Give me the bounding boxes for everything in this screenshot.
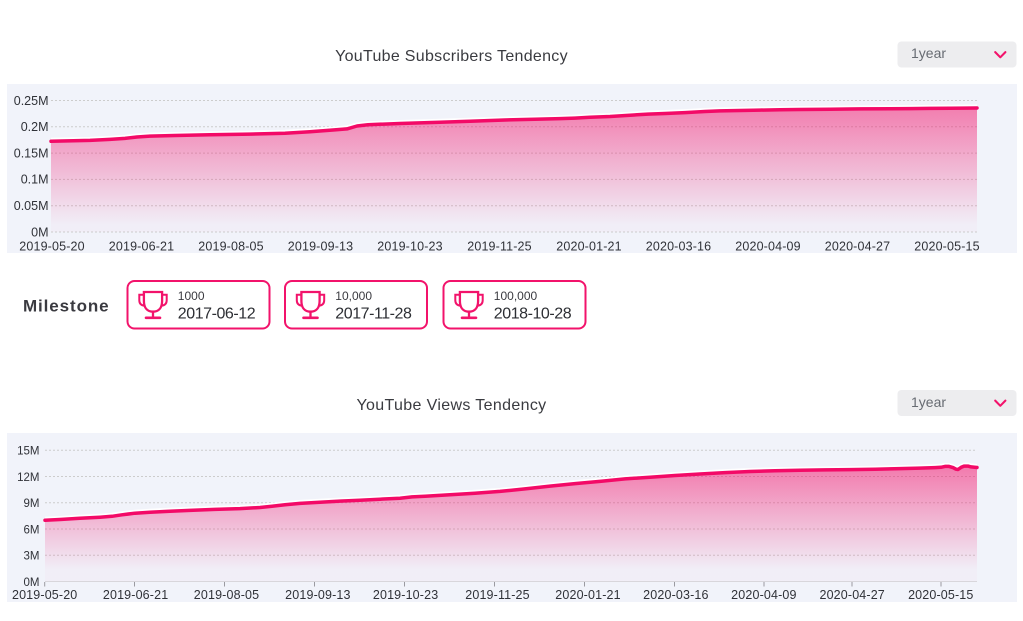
svg-text:2020-04-09: 2020-04-09 <box>731 588 796 602</box>
svg-text:1year: 1year <box>911 45 946 61</box>
svg-text:9M: 9M <box>24 498 40 510</box>
svg-text:15M: 15M <box>17 446 39 458</box>
svg-text:2017-06-12: 2017-06-12 <box>178 306 256 323</box>
svg-text:2019-10-23: 2019-10-23 <box>377 240 442 254</box>
svg-text:10,000: 10,000 <box>335 289 372 303</box>
svg-text:2020-01-21: 2020-01-21 <box>556 240 621 254</box>
svg-text:2020-05-15: 2020-05-15 <box>908 588 973 602</box>
svg-text:YouTube Views Tendency: YouTube Views Tendency <box>356 397 546 414</box>
svg-text:YouTube Subscribers Tendency: YouTube Subscribers Tendency <box>335 48 568 65</box>
svg-text:0.15M: 0.15M <box>14 146 49 160</box>
svg-text:0.25M: 0.25M <box>14 94 49 108</box>
svg-text:2019-08-05: 2019-08-05 <box>194 588 259 602</box>
svg-text:0M: 0M <box>31 225 48 239</box>
svg-text:0.05M: 0.05M <box>14 199 49 213</box>
svg-text:3M: 3M <box>24 551 40 563</box>
svg-text:Milestone: Milestone <box>23 297 110 316</box>
svg-text:2019-06-21: 2019-06-21 <box>103 588 168 602</box>
svg-text:2019-05-20: 2019-05-20 <box>12 588 77 602</box>
svg-text:2020-05-15: 2020-05-15 <box>914 240 979 254</box>
svg-text:2020-03-16: 2020-03-16 <box>643 588 708 602</box>
svg-text:2019-06-21: 2019-06-21 <box>109 240 174 254</box>
svg-text:0.1M: 0.1M <box>21 173 49 187</box>
svg-text:2019-11-25: 2019-11-25 <box>467 240 532 254</box>
svg-text:2019-10-23: 2019-10-23 <box>373 588 438 602</box>
svg-text:2020-01-21: 2020-01-21 <box>555 588 620 602</box>
svg-text:1year: 1year <box>911 394 946 410</box>
svg-text:100,000: 100,000 <box>494 289 538 303</box>
svg-text:6M: 6M <box>24 524 40 536</box>
svg-text:2019-08-05: 2019-08-05 <box>198 240 263 254</box>
svg-text:2020-04-27: 2020-04-27 <box>825 240 890 254</box>
svg-text:0M: 0M <box>24 577 40 589</box>
svg-text:2019-05-20: 2019-05-20 <box>19 240 84 254</box>
svg-text:2019-09-13: 2019-09-13 <box>285 588 350 602</box>
svg-text:2020-04-27: 2020-04-27 <box>819 588 884 602</box>
svg-text:2017-11-28: 2017-11-28 <box>335 306 412 323</box>
svg-text:2018-10-28: 2018-10-28 <box>494 306 572 323</box>
svg-text:1000: 1000 <box>178 289 205 303</box>
svg-text:12M: 12M <box>17 472 39 484</box>
svg-text:2020-04-09: 2020-04-09 <box>735 240 800 254</box>
svg-text:0.2M: 0.2M <box>21 120 49 134</box>
svg-text:2019-09-13: 2019-09-13 <box>288 240 353 254</box>
svg-text:2019-11-25: 2019-11-25 <box>465 588 530 602</box>
svg-text:2020-03-16: 2020-03-16 <box>646 240 711 254</box>
